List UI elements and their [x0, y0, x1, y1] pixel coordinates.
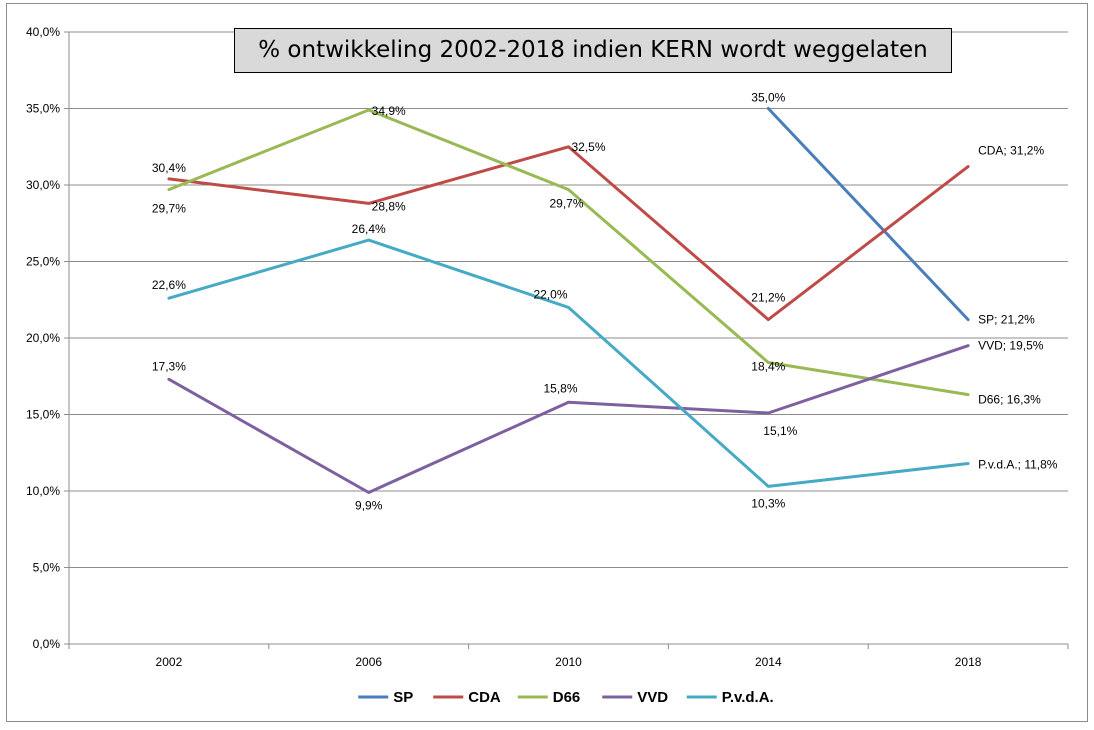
chart-title-box: % ontwikkeling 2002-2018 indien KERN wor…	[234, 28, 952, 73]
chart-title: % ontwikkeling 2002-2018 indien KERN wor…	[258, 37, 928, 63]
y-tick-label: 25,0%	[26, 255, 60, 269]
data-label: 9,9%	[355, 499, 383, 513]
series-line-vvd	[167, 344, 970, 494]
data-label: D66; 16,3%	[978, 393, 1041, 407]
data-label: 26,4%	[352, 222, 386, 236]
data-label: 18,4%	[751, 359, 785, 373]
data-label: 34,9%	[372, 104, 406, 118]
data-label: 15,1%	[763, 424, 797, 438]
y-tick-label: 10,0%	[26, 484, 60, 498]
x-tick-label: 2018	[955, 655, 982, 669]
legend-label: CDA	[468, 689, 501, 706]
legend-label: VVD	[637, 689, 668, 706]
data-label: 10,3%	[751, 496, 785, 510]
y-tick-label: 0,0%	[33, 637, 61, 651]
data-label: SP; 21,2%	[978, 313, 1035, 327]
x-tick-label: 2010	[555, 655, 582, 669]
y-tick-label: 35,0%	[26, 102, 60, 116]
data-label: 22,0%	[533, 287, 567, 301]
x-tick-label: 2006	[355, 655, 382, 669]
data-label: 35,0%	[751, 91, 785, 105]
data-label: 28,8%	[372, 199, 406, 213]
data-label: 21,2%	[751, 291, 785, 305]
data-label: 29,7%	[549, 197, 583, 211]
series-line-d66	[167, 108, 970, 397]
data-label: VVD; 19,5%	[978, 339, 1044, 353]
y-tick-label: 40,0%	[26, 25, 60, 39]
series-line-sp	[766, 107, 970, 322]
legend-label: SP	[393, 689, 413, 706]
data-label: CDA; 31,2%	[978, 144, 1044, 158]
data-label: 32,5%	[571, 140, 605, 154]
data-label: 30,4%	[152, 161, 186, 175]
x-tick-label: 2002	[156, 655, 183, 669]
data-label: 29,7%	[152, 202, 186, 216]
series-line-cda	[167, 145, 970, 322]
y-tick-label: 30,0%	[26, 178, 60, 192]
data-label: 22,6%	[152, 278, 186, 292]
data-label: 15,8%	[543, 381, 577, 395]
legend-label: D66	[553, 689, 581, 706]
chart-frame	[6, 3, 1088, 722]
y-tick-label: 5,0%	[33, 561, 61, 575]
data-label: P.v.d.A.; 11,8%	[978, 457, 1058, 471]
legend-label: P.v.d.A.	[722, 689, 774, 706]
y-tick-label: 15,0%	[26, 408, 60, 422]
data-label: 17,3%	[152, 359, 186, 373]
y-tick-label: 20,0%	[26, 331, 60, 345]
series-line-pvda	[167, 238, 970, 488]
x-tick-label: 2014	[755, 655, 782, 669]
